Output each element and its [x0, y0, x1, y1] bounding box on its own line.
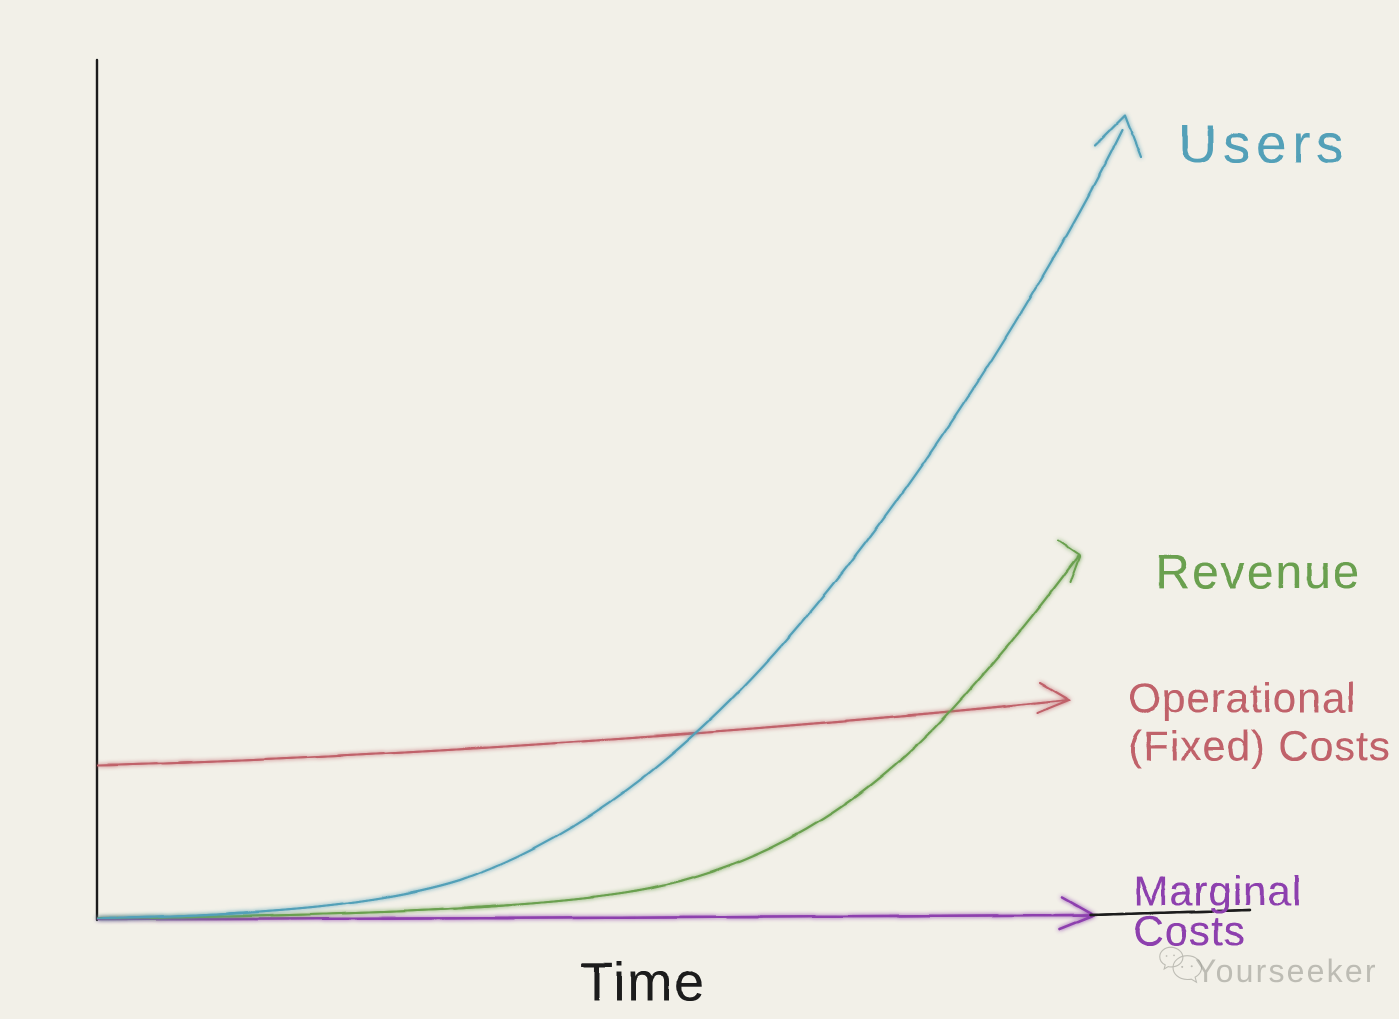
svg-text:Yourseeker: Yourseeker — [1195, 953, 1378, 989]
svg-text:Operational: Operational — [1128, 674, 1356, 721]
svg-text:Time: Time — [580, 952, 706, 1012]
svg-text:Costs: Costs — [1133, 907, 1245, 954]
svg-text:Revenue: Revenue — [1155, 546, 1361, 599]
svg-text:Users: Users — [1178, 114, 1349, 174]
svg-text:(Fixed) Costs: (Fixed) Costs — [1128, 722, 1391, 769]
